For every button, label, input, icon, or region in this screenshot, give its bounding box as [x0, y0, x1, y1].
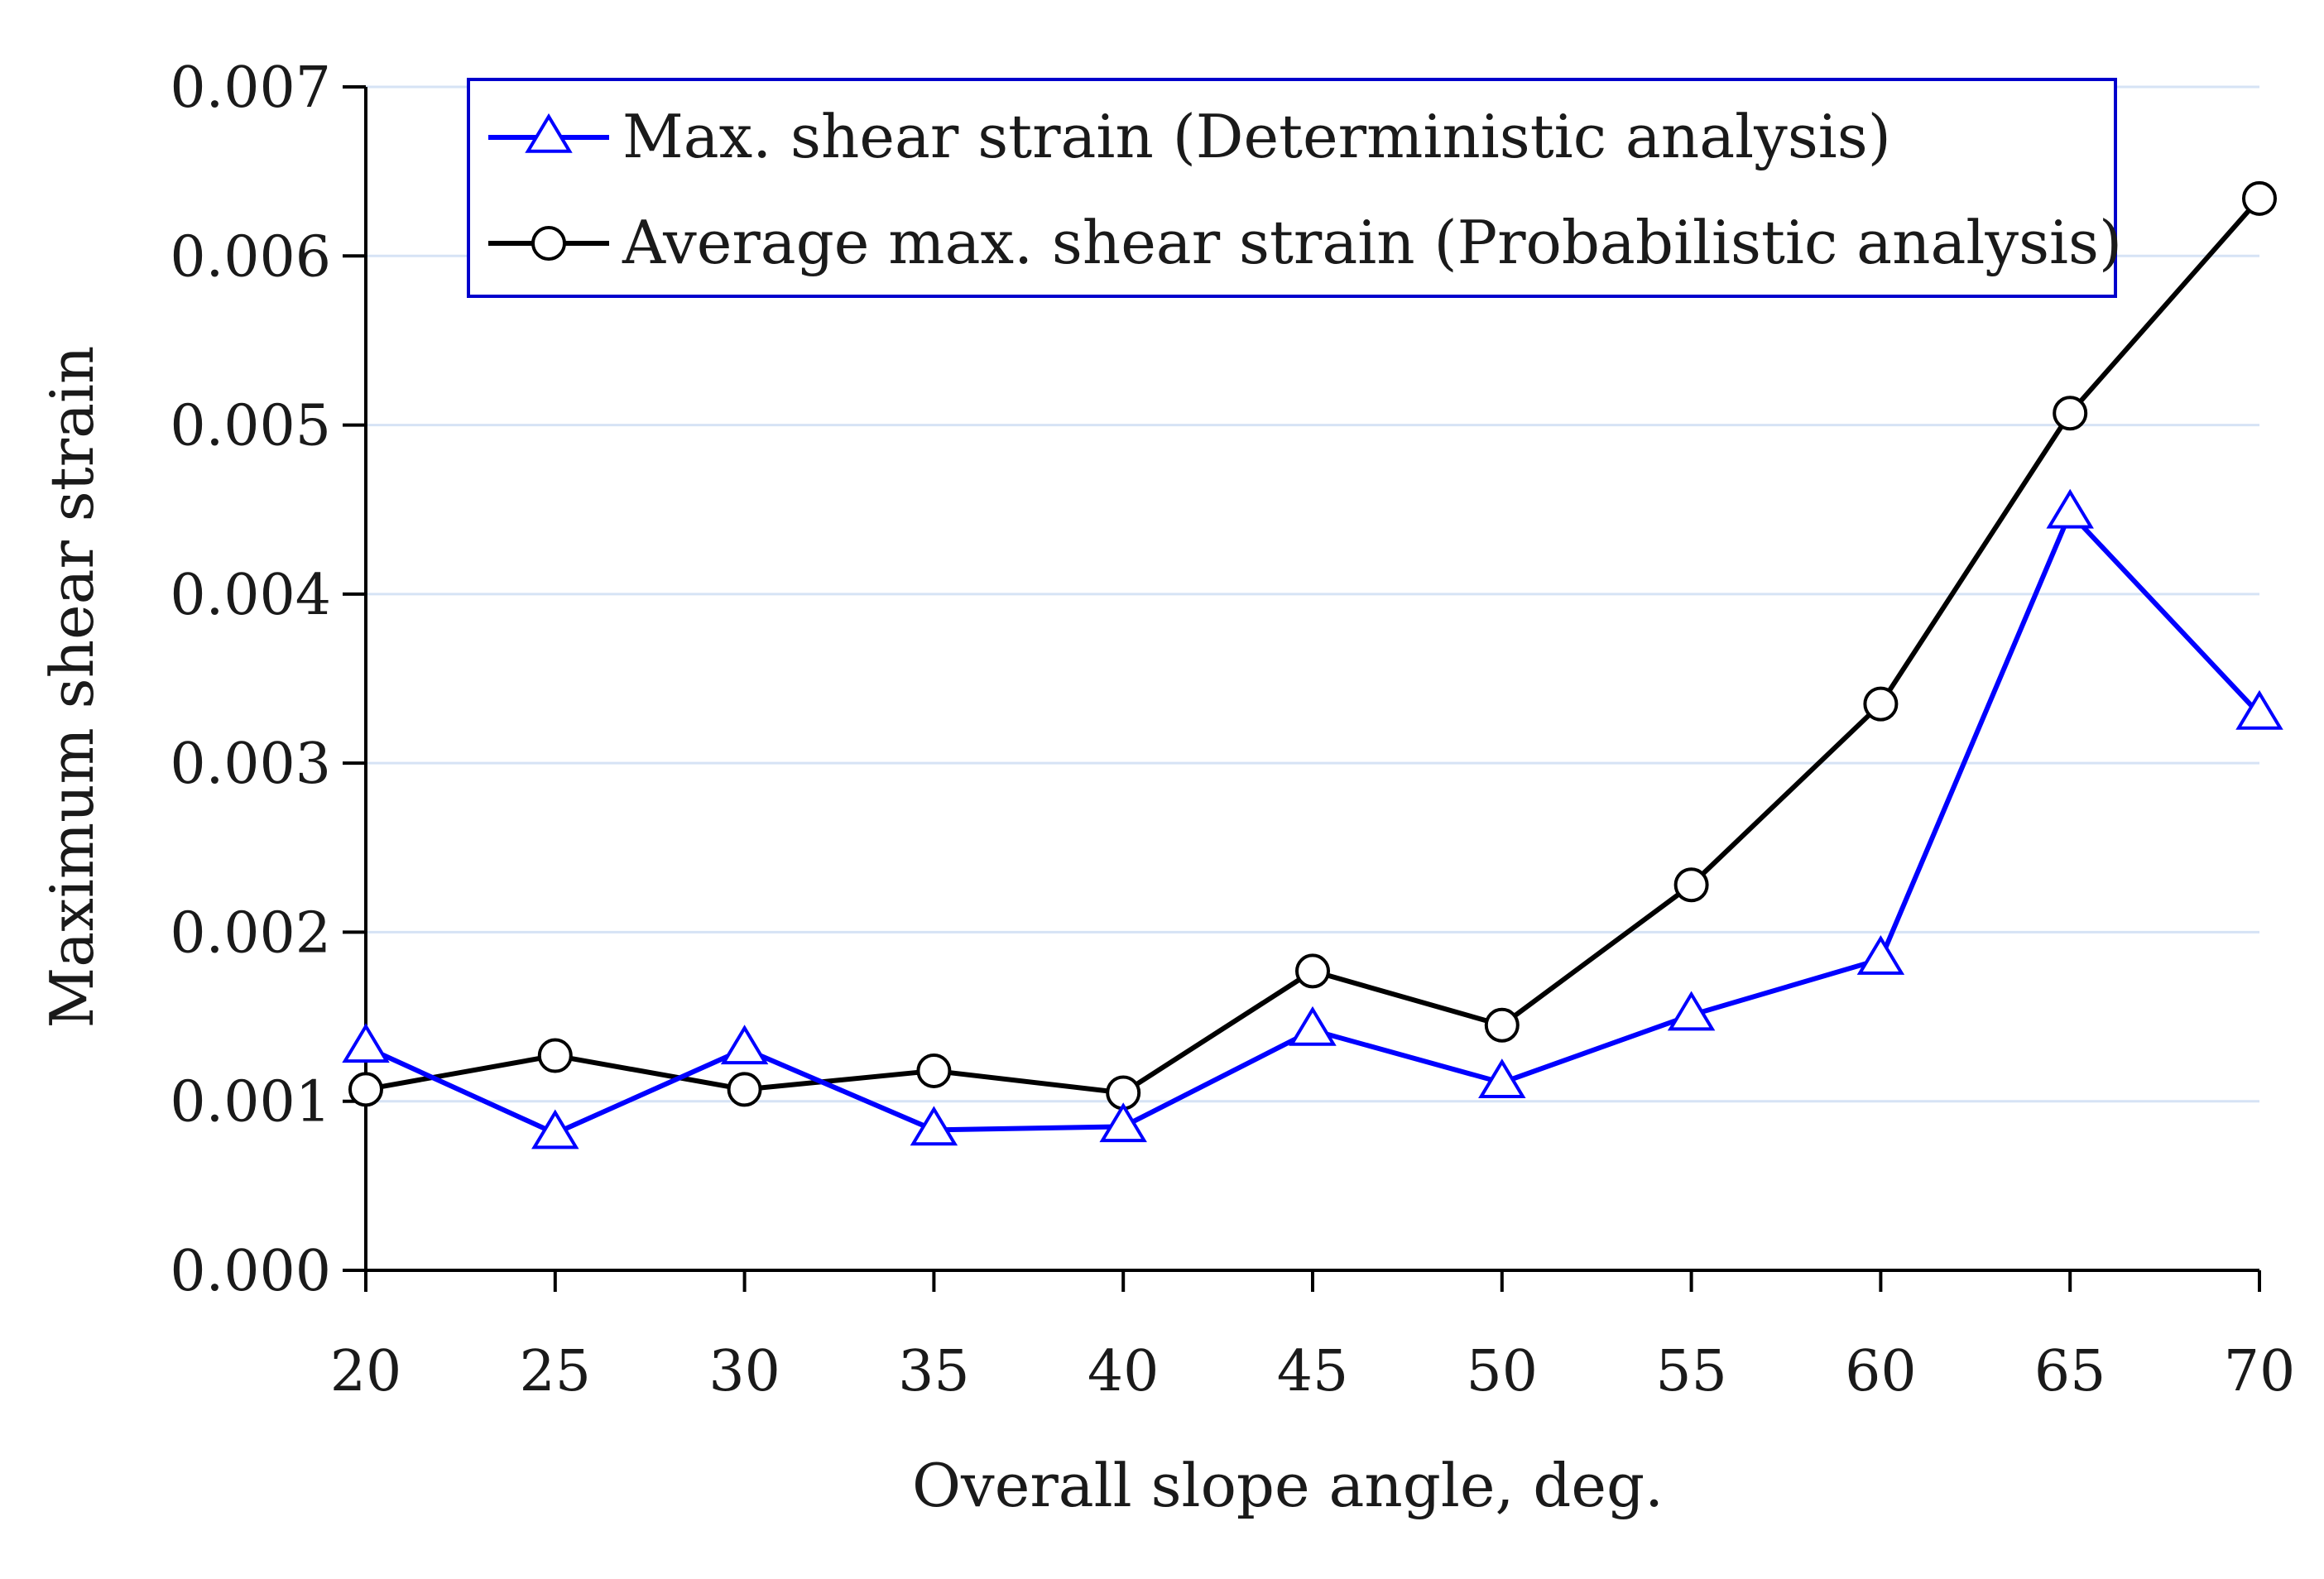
data-point	[916, 1053, 952, 1088]
data-point	[2242, 180, 2277, 216]
y-tick-label: 0.006	[170, 224, 331, 290]
data-point	[910, 1106, 958, 1146]
x-tick-label: 30	[708, 1339, 780, 1404]
legend-box	[467, 78, 2117, 298]
data-point	[1478, 1058, 1526, 1099]
y-axis-title: Maximum shear strain	[37, 346, 107, 1029]
x-tick-label: 55	[1655, 1339, 1727, 1404]
data-point	[1667, 991, 1716, 1031]
data-point	[2053, 396, 2088, 431]
data-point	[720, 1025, 769, 1065]
data-point	[531, 1109, 579, 1149]
y-tick-label: 0.000	[170, 1239, 331, 1304]
data-point	[537, 1038, 573, 1073]
legend-label: Average max. shear strain (Probabilistic…	[622, 208, 2122, 277]
y-tick-label: 0.003	[170, 732, 331, 797]
y-tick-label: 0.002	[170, 900, 331, 966]
data-point	[1863, 686, 1899, 722]
x-tick-label: 40	[1088, 1339, 1160, 1404]
y-tick-label: 0.001	[170, 1070, 331, 1135]
data-point	[1673, 867, 1709, 903]
x-tick-label: 35	[898, 1339, 970, 1404]
data-point	[2046, 488, 2094, 529]
data-point	[1856, 935, 1905, 975]
data-point	[348, 1072, 383, 1107]
y-tick-label: 0.007	[170, 55, 331, 121]
x-axis-title: Overall slope angle, deg.	[912, 1451, 1664, 1520]
x-tick-label: 65	[2034, 1339, 2106, 1404]
y-tick-label: 0.004	[170, 563, 331, 628]
x-tick-label: 20	[330, 1339, 402, 1404]
data-point	[1295, 953, 1330, 989]
data-point	[342, 1023, 390, 1063]
legend-marker-circle	[531, 226, 566, 261]
x-tick-label: 45	[1277, 1339, 1349, 1404]
data-point	[1484, 1007, 1520, 1043]
legend: Max. shear strain (Deterministic analysi…	[467, 78, 2122, 298]
y-tick-label: 0.005	[170, 394, 331, 459]
series	[342, 180, 2283, 1149]
x-tick-label: 70	[2224, 1339, 2296, 1404]
data-point	[1099, 1102, 1147, 1143]
data-point	[1289, 1005, 1337, 1046]
legend-label: Max. shear strain (Deterministic analysi…	[622, 102, 1891, 171]
x-tick-label: 50	[1467, 1339, 1539, 1404]
data-point	[727, 1072, 762, 1107]
data-point	[2235, 689, 2283, 730]
legend-marker-triangle	[525, 113, 573, 153]
x-tick-label: 25	[520, 1339, 592, 1404]
series-probabilistic	[348, 180, 2277, 1111]
axes: 0.000 0.001 0.002 0.003 0.004 0.005 0.006 0.007…	[37, 55, 2295, 1520]
series-deterministic	[342, 488, 2283, 1149]
x-tick-label: 60	[1845, 1339, 1917, 1404]
